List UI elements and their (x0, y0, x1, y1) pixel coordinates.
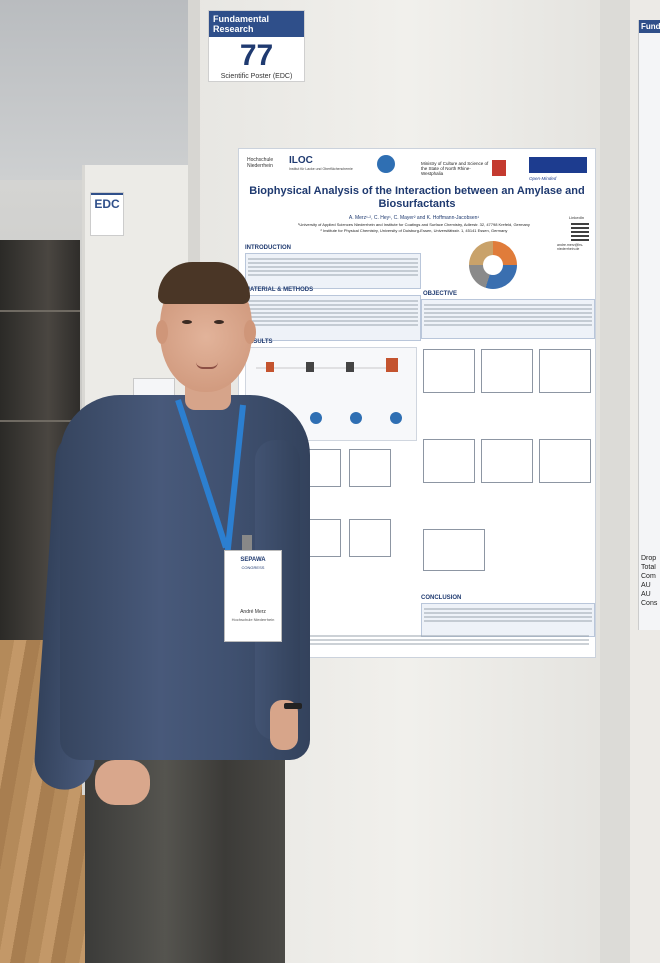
lanyard-clip (242, 535, 252, 553)
section-introduction: INTRODUCTION (245, 245, 291, 251)
person-ear (244, 320, 256, 344)
hall-ceiling (0, 0, 200, 190)
linkedin-label: LinkedIn (569, 215, 585, 220)
result-plot (423, 439, 475, 483)
side-badge-label: EDC (94, 197, 120, 211)
detector-icon (386, 358, 398, 372)
introduction-text (245, 253, 421, 289)
door-divider (0, 420, 80, 422)
circular-logo (377, 155, 395, 173)
right-poster-item: AU (641, 582, 651, 589)
badge-type: Scientific Poster (EDC) (220, 73, 293, 80)
right-poster-item: Com (641, 573, 656, 580)
side-badge: EDC (90, 192, 124, 236)
qr-code-icon (571, 223, 589, 241)
badge-organisation: Hochschule Niederrhein (231, 617, 275, 622)
person-hair (158, 262, 250, 304)
nrw-emblem (492, 160, 506, 176)
experimental-setup-diagram (245, 347, 417, 441)
result-plot (539, 439, 591, 483)
section-conclusion: CONCLUSION (421, 595, 462, 601)
side-badge-header (91, 193, 123, 195)
ude-tagline: Open-Minded (529, 176, 557, 181)
badge-event-logo: SEPAWA (240, 557, 266, 563)
badge-number: 77 (239, 39, 274, 72)
poster-title: Biophysical Analysis of the Interaction … (249, 185, 585, 210)
right-poster-item: Total (641, 564, 656, 571)
person-ear (156, 320, 168, 344)
affiliation-2: ² Institute for Physical Chemistry, Univ… (320, 228, 508, 233)
contact-email: andre.merz@hs-niederrhein.de (557, 243, 584, 251)
right-poster-item: AU (641, 591, 651, 598)
objective-text (421, 299, 595, 339)
pie-center (483, 255, 503, 275)
person-eye (214, 320, 224, 324)
laser-icon (266, 362, 274, 372)
methods-text (245, 295, 421, 341)
badge-event-sub: CONGRESS (241, 565, 265, 570)
ministry-text: Ministry of Culture and Science of the S… (421, 161, 489, 176)
section-material-methods: MATERIAL & METHODS (245, 287, 314, 293)
name-badge: SEPAWA CONGRESS André Merz Hochschule Ni… (224, 550, 282, 642)
board-frame-right (600, 0, 630, 963)
lens-icon (306, 362, 314, 372)
ude-logo (529, 157, 587, 173)
person-smile (196, 362, 218, 369)
filter-icon (346, 362, 354, 372)
right-poster-item: Drop (641, 555, 657, 562)
result-plot (423, 529, 485, 571)
right-poster-item: Cons (641, 600, 658, 607)
result-plot (481, 439, 533, 483)
result-plot (423, 349, 475, 393)
references (245, 633, 589, 653)
result-plot (349, 519, 391, 557)
affiliation-1: ¹University of Applied Sciences Niederrh… (298, 222, 530, 227)
section-objective: OBJECTIVE (423, 291, 458, 297)
person-left-hand (95, 760, 150, 805)
right-poster-header: Funda (639, 20, 660, 33)
door-divider (0, 310, 80, 312)
wristwatch (284, 703, 302, 709)
result-plot (349, 449, 391, 487)
poster-number-badge: Fundamental Research 77 Scientific Poste… (208, 10, 305, 82)
scientific-poster: Hochschule Niederrhein ILOC Institut für… (238, 148, 596, 658)
hochschule-logo: Hochschule Niederrhein (247, 157, 274, 169)
person-eye (182, 320, 192, 324)
poster-authors: A. Merz¹·², C. Hey¹, C. Mayer² and K. Ho… (348, 215, 480, 221)
result-plot (481, 349, 533, 393)
right-poster: Funda Drop Total Com AU AU Cons (638, 20, 660, 630)
iloc-subtitle: Institut für Lacke und Oberflächenchemie (289, 167, 353, 171)
iloc-logo: ILOC (289, 155, 313, 166)
result-plot (539, 349, 591, 393)
badge-category: Fundamental Research (209, 11, 304, 37)
badge-person-name: André Merz (240, 609, 266, 615)
conclusion-text (421, 603, 595, 637)
section-results: RESULTS (245, 339, 273, 345)
